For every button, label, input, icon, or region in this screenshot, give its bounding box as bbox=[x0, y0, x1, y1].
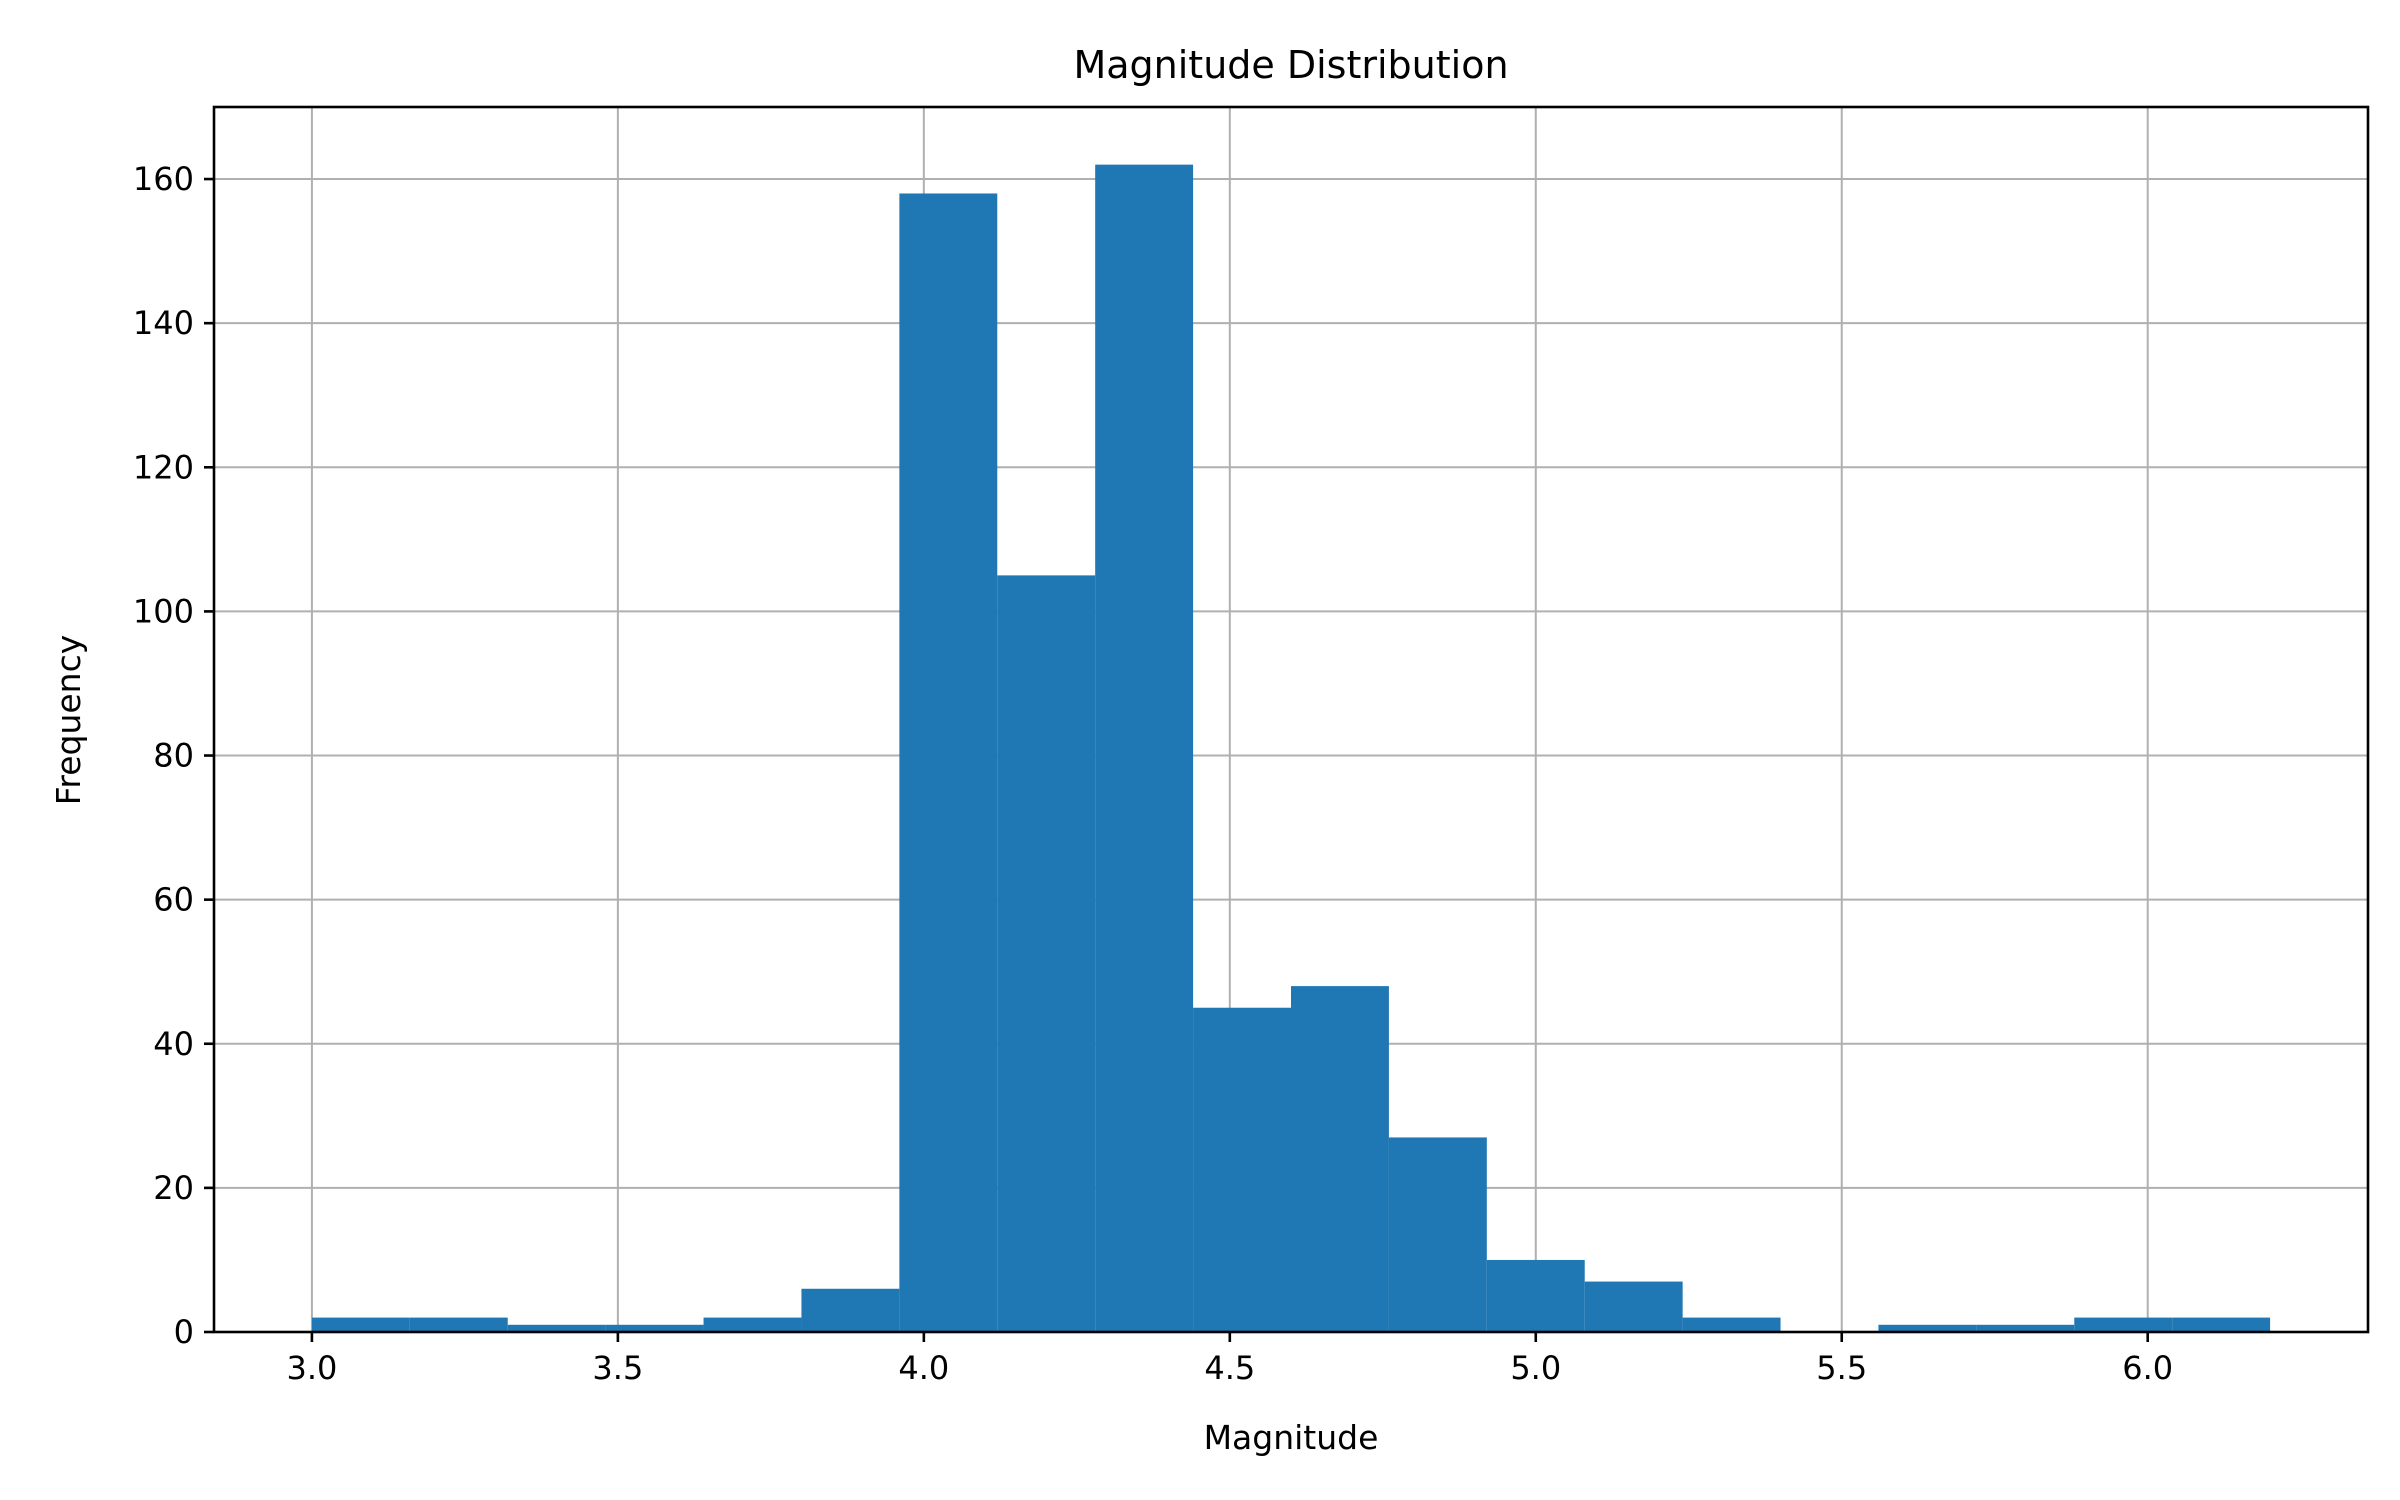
y-tick-label: 20 bbox=[153, 1169, 194, 1207]
histogram-bar bbox=[605, 1324, 704, 1332]
histogram-bar bbox=[1388, 1137, 1487, 1332]
plot-frame bbox=[212, 105, 2370, 1334]
histogram-bar bbox=[1193, 1007, 1291, 1332]
y-tick-label: 100 bbox=[133, 592, 194, 630]
histogram-bar bbox=[997, 575, 1096, 1332]
histogram-bar bbox=[1682, 1317, 1781, 1332]
histogram-bar bbox=[2172, 1317, 2271, 1332]
histogram-bar bbox=[899, 193, 998, 1332]
x-tick-label: 4.0 bbox=[898, 1349, 949, 1387]
histogram-bar bbox=[409, 1317, 508, 1332]
y-tick-label: 120 bbox=[133, 448, 194, 486]
x-tick-label: 5.5 bbox=[1816, 1349, 1867, 1387]
histogram-bar bbox=[703, 1317, 802, 1332]
axis-ticks bbox=[204, 177, 2150, 1342]
x-tick-label: 6.0 bbox=[2122, 1349, 2173, 1387]
y-tick-label: 0 bbox=[174, 1313, 194, 1351]
chart-title: Magnitude Distribution bbox=[1073, 43, 1508, 87]
histogram-bar bbox=[801, 1288, 900, 1332]
histogram-bar bbox=[1584, 1281, 1683, 1332]
histogram-bars bbox=[311, 164, 2271, 1332]
y-tick-label: 140 bbox=[133, 304, 194, 342]
x-tick-label: 3.0 bbox=[286, 1349, 337, 1387]
axis-tick-labels: 3.0 3.5 4.0 4.5 5.0 5.5 6.0 0 20 40 60 80 100 120 140 1… bbox=[133, 160, 2173, 1387]
y-axis-label: Frequency bbox=[49, 635, 88, 805]
histogram-bar bbox=[2074, 1317, 2173, 1332]
x-tick-label: 3.5 bbox=[592, 1349, 643, 1387]
y-tick-label: 160 bbox=[133, 160, 194, 198]
y-tick-label: 60 bbox=[153, 881, 194, 919]
histogram-bar bbox=[311, 1317, 410, 1332]
histogram-bar bbox=[1095, 164, 1194, 1332]
x-axis-label: Magnitude bbox=[1204, 1418, 1379, 1457]
histogram-bar bbox=[507, 1324, 606, 1332]
histogram-bar bbox=[1878, 1324, 1977, 1332]
y-tick-label: 40 bbox=[153, 1025, 194, 1063]
x-tick-label: 4.5 bbox=[1204, 1349, 1255, 1387]
histogram-bar bbox=[1291, 986, 1389, 1332]
histogram-bar bbox=[1486, 1259, 1585, 1332]
y-tick-label: 80 bbox=[153, 737, 194, 775]
histogram-bar bbox=[1976, 1324, 2075, 1332]
x-tick-label: 5.0 bbox=[1510, 1349, 1561, 1387]
